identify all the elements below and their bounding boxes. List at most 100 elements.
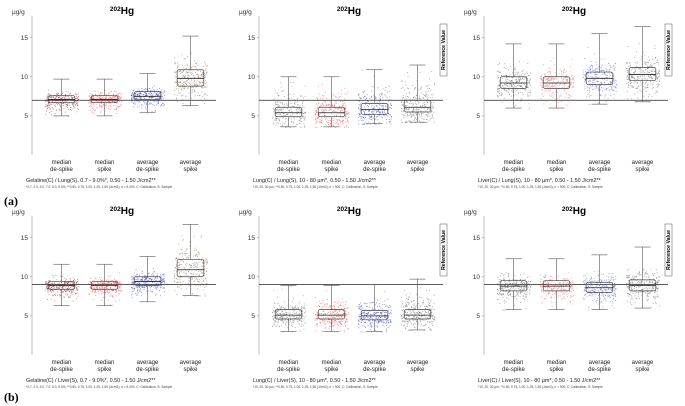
y-tick-label: 5 <box>24 313 28 320</box>
data-point <box>613 65 615 67</box>
data-point <box>596 77 598 78</box>
data-point <box>321 117 323 119</box>
data-point <box>67 107 69 109</box>
data-point <box>131 296 133 298</box>
data-point <box>192 274 194 276</box>
data-point <box>408 121 410 123</box>
data-point <box>587 89 588 91</box>
data-point <box>407 76 409 78</box>
data-point <box>320 109 322 111</box>
data-point <box>565 104 567 106</box>
data-point <box>371 119 373 121</box>
data-point <box>611 66 613 68</box>
data-point <box>368 115 370 117</box>
data-point <box>71 103 73 104</box>
data-point <box>139 93 141 95</box>
data-point <box>137 106 139 108</box>
data-point <box>88 95 90 97</box>
data-point <box>193 80 195 82</box>
data-point <box>408 108 410 110</box>
data-point <box>325 323 327 325</box>
data-point <box>275 316 277 318</box>
data-point <box>560 95 562 96</box>
data-point <box>652 69 654 71</box>
data-point <box>282 124 284 126</box>
data-point <box>109 304 111 306</box>
data-point <box>339 96 341 98</box>
data-point <box>205 64 207 66</box>
data-point <box>180 284 182 286</box>
data-point <box>412 103 414 105</box>
data-point <box>500 75 502 77</box>
data-point <box>592 80 594 81</box>
data-point <box>140 93 142 95</box>
data-point <box>149 278 151 279</box>
data-point <box>568 78 570 80</box>
data-point <box>529 94 531 96</box>
data-point <box>131 94 133 96</box>
data-point <box>157 100 159 102</box>
data-point <box>174 71 176 73</box>
data-point <box>132 99 134 101</box>
data-point <box>345 105 347 107</box>
data-point <box>546 86 548 88</box>
data-point <box>427 101 428 103</box>
data-point <box>284 308 285 310</box>
data-point <box>294 308 296 310</box>
data-point <box>405 100 407 102</box>
data-point <box>205 286 207 288</box>
data-point <box>196 279 198 281</box>
data-point <box>371 111 373 113</box>
data-point <box>272 122 274 124</box>
data-point <box>159 290 160 291</box>
data-point <box>342 106 343 108</box>
data-point <box>563 89 565 91</box>
data-point <box>317 317 319 319</box>
data-point <box>186 71 188 73</box>
data-point <box>72 108 74 110</box>
data-point <box>277 104 279 105</box>
data-point <box>343 100 345 102</box>
data-point <box>112 284 114 285</box>
data-point <box>344 102 346 104</box>
data-point <box>588 81 590 83</box>
data-point <box>639 89 641 91</box>
data-point <box>110 294 112 296</box>
data-point <box>201 74 203 76</box>
data-point <box>595 84 597 86</box>
data-point <box>275 124 277 126</box>
data-point <box>613 94 615 96</box>
data-point <box>305 322 306 324</box>
data-point <box>148 92 150 94</box>
data-point <box>401 101 403 103</box>
data-point <box>276 108 278 110</box>
data-point <box>300 110 302 112</box>
data-point <box>413 108 415 110</box>
data-point <box>339 111 341 113</box>
data-point <box>628 70 630 72</box>
data-point <box>373 75 375 77</box>
data-point <box>293 82 295 83</box>
data-point <box>144 279 146 281</box>
data-point <box>658 76 660 78</box>
data-point <box>192 75 194 77</box>
data-point <box>425 114 427 116</box>
data-point <box>99 105 100 107</box>
data-point <box>596 85 598 87</box>
data-point <box>432 106 434 108</box>
data-point <box>339 310 341 312</box>
data-point <box>511 80 513 82</box>
data-point <box>385 105 387 107</box>
data-point <box>56 279 58 281</box>
data-point <box>284 312 286 314</box>
data-point <box>204 269 206 271</box>
data-point <box>198 253 200 255</box>
data-point <box>181 263 183 265</box>
category-label: median spike <box>95 160 115 173</box>
data-point <box>185 67 187 69</box>
data-point <box>289 311 291 313</box>
data-point <box>508 89 510 91</box>
data-point <box>98 291 100 292</box>
data-point <box>626 63 628 65</box>
data-point <box>294 118 295 120</box>
